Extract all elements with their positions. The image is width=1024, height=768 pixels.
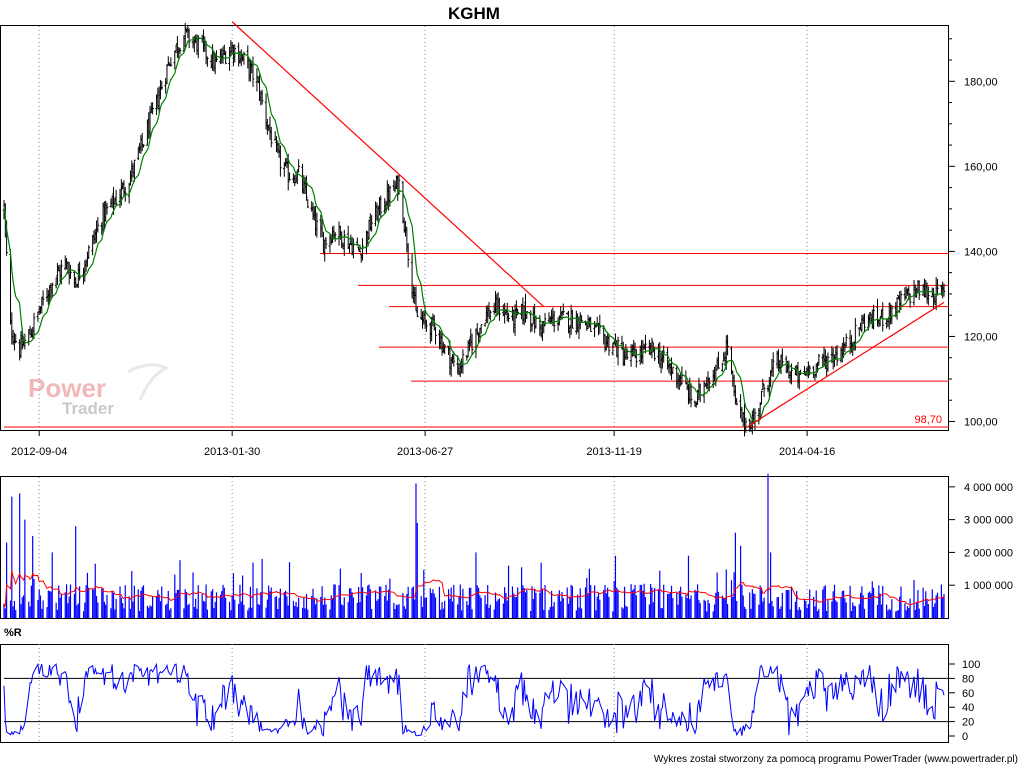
williams-r-line [3, 662, 945, 737]
trend-line [231, 21, 545, 308]
price-tick-label: 120,00 [964, 331, 998, 343]
watermark-trader: Trader [62, 399, 114, 418]
williams-r-panel [0, 644, 949, 743]
williams-r-tick-label: 40 [962, 702, 974, 714]
price-tick-label: 180,00 [964, 76, 998, 88]
x-gridlines [38, 26, 808, 742]
x-tick-label: 2013-01-30 [204, 446, 260, 458]
volume-tick-label: 2 000 000 [964, 547, 1013, 559]
volume-panel [0, 476, 949, 619]
volume-tick-label: 4 000 000 [964, 482, 1013, 494]
volume-axis: 1 000 000 2 000 000 3 000 000 4 000 000 [949, 482, 1013, 592]
annotation-label: 98,70 [914, 414, 942, 426]
moving-average-line [3, 36, 945, 423]
price-tick-label: 100,00 [964, 416, 998, 428]
x-tick-label: 2013-06-27 [397, 446, 453, 458]
trend-lines [231, 21, 945, 428]
volume-tick-label: 3 000 000 [964, 515, 1013, 527]
williams-r-label: %R [4, 627, 22, 639]
williams-r-tick-label: 80 [962, 673, 974, 685]
williams-r-tick-label: 100 [962, 659, 980, 671]
trend-line [746, 301, 945, 428]
price-tick-label: 140,00 [964, 246, 998, 258]
x-axis-ticks: 2012-09-04 2013-01-30 2013-06-27 2013-11-19… [11, 430, 835, 458]
support-resistance-lines [4, 253, 949, 428]
price-candles [2, 22, 946, 437]
x-tick-label: 2013-11-19 [586, 446, 641, 458]
price-panel [0, 25, 949, 431]
x-tick-label: 2014-04-16 [779, 446, 835, 458]
williams-r-tick-label: 20 [962, 717, 974, 729]
price-axis: 100,00 120,00 140,00 160,00 180,00 [949, 38, 998, 428]
volume-average-line [3, 570, 945, 608]
williams-r-tick-label: 60 [962, 688, 974, 700]
volume-tick-label: 1 000 000 [964, 580, 1013, 592]
williams-r-tick-label: 0 [962, 731, 968, 743]
chart-title: KGHM [448, 4, 500, 23]
footer-credit: Wykres został stworzony za pomocą progra… [654, 754, 1018, 765]
watermark-swoosh-icon [127, 363, 170, 401]
volume-bars [3, 473, 945, 618]
price-tick-label: 160,00 [964, 161, 998, 173]
watermark-power: Power [28, 373, 106, 403]
williams-r-axis: 0 20 40 60 80 100 [949, 659, 980, 743]
williams-r-series [3, 662, 949, 737]
x-tick-label: 2012-09-04 [11, 446, 67, 458]
